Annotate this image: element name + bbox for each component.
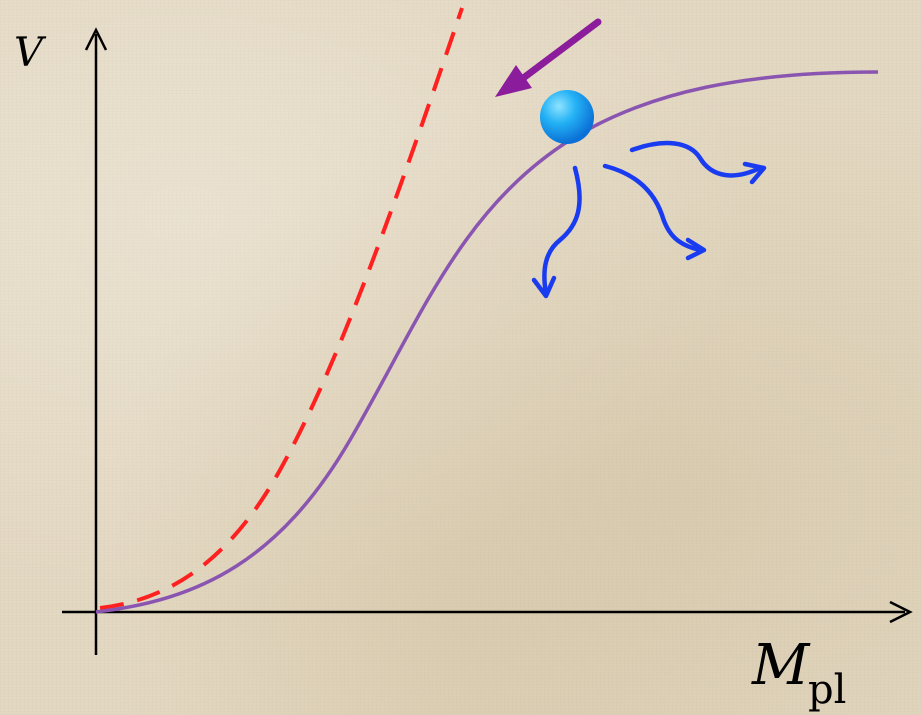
x-axis-label: M pl <box>751 633 846 713</box>
push-arrow <box>495 18 602 97</box>
y-axis-label: V <box>14 30 47 76</box>
x-axis-arrowhead <box>889 600 913 624</box>
dashed-curve <box>99 7 464 610</box>
scatter-arrow-1-head <box>531 275 557 299</box>
scatter-arrow-3 <box>629 140 763 178</box>
x-axis-label-subscript: pl <box>808 667 846 713</box>
scatter-arrow-2 <box>602 163 703 253</box>
x-axis-label-main: M <box>751 633 811 698</box>
ball-icon <box>540 90 594 144</box>
scatter-arrow-1 <box>542 165 582 297</box>
scatter-arrow-2-head <box>685 237 707 261</box>
scatter-arrows <box>531 140 767 299</box>
axes <box>62 27 913 655</box>
scatter-arrow-3-head <box>742 161 767 185</box>
potential-curve <box>95 70 879 614</box>
y-axis-arrowhead <box>84 27 108 51</box>
